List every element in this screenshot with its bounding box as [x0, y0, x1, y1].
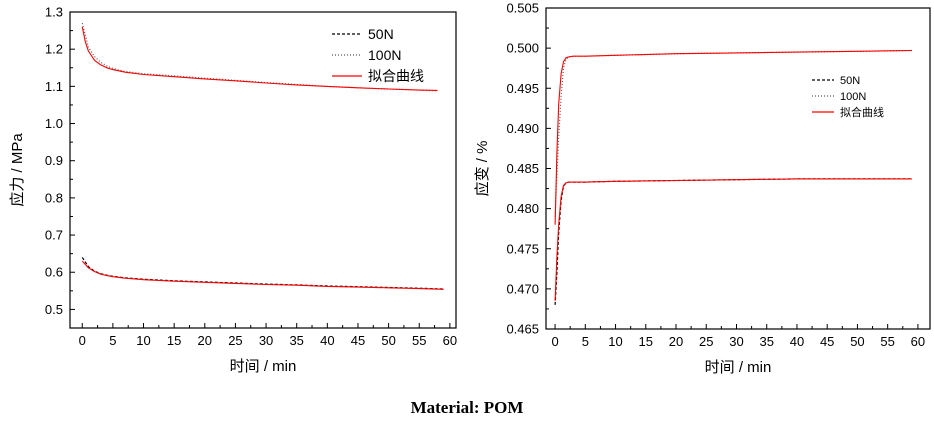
chart1-ylabel: 应力 / MPa: [8, 133, 26, 207]
chart2-ytick-label: 0.465: [506, 322, 539, 337]
chart2-xtick-label: 40: [790, 334, 804, 349]
chart1-ytick-label: 0.8: [45, 190, 63, 205]
chart2-series-fit-line: [554, 49, 912, 225]
chart1-legend-label: 100N: [368, 47, 401, 63]
chart1-xtick-label: 0: [79, 333, 86, 348]
chart2-ytick-label: 0.495: [506, 81, 539, 96]
chart1-xtick-label: 25: [228, 333, 242, 348]
chart1-ytick-label: 0.9: [45, 153, 63, 168]
chart1-xtick-label: 35: [289, 333, 303, 348]
chart1-ytick-label: 1.3: [45, 5, 63, 20]
chart2-ytick-label: 0.470: [506, 281, 539, 296]
chart1-xtick-label: 55: [412, 333, 426, 348]
chart1-ytick-label: 1.0: [45, 116, 63, 131]
chart1-xtick-label: 60: [443, 333, 457, 348]
chart2-ytick-label: 0.475: [506, 241, 539, 256]
chart1-ytick-label: 0.6: [45, 265, 63, 280]
chart2-xtick-label: 30: [729, 334, 743, 349]
chart2-xtick-label: 35: [759, 334, 773, 349]
chart1-xtick-label: 5: [109, 333, 116, 348]
chart1-xtick-label: 30: [259, 333, 273, 348]
chart1-series-fit-line: [81, 260, 444, 290]
chart1-ytick-label: 0.5: [45, 302, 63, 317]
chart1-legend-label: 50N: [368, 26, 394, 42]
chart2-xtick-label: 5: [582, 334, 589, 349]
chart1-xtick-label: 20: [198, 333, 212, 348]
chart2-legend-label: 拟合曲线: [840, 105, 884, 119]
chart2-series-fit-line: [554, 178, 912, 301]
chart2-xtick-label: 60: [911, 334, 925, 349]
chart1-legend-label: 拟合曲线: [368, 68, 424, 84]
chart1-xtick-label: 15: [167, 333, 181, 348]
chart1-xtick-label: 45: [351, 333, 365, 348]
chart2-legend-label: 50N: [840, 75, 860, 87]
chart2-xtick-label: 50: [850, 334, 864, 349]
chart2-ytick-label: 0.505: [506, 1, 539, 16]
chart2-legend-label: 100N: [840, 91, 866, 103]
chart1-ytick-label: 1.1: [45, 79, 63, 94]
material-caption: Material: POM: [410, 398, 524, 417]
chart2-xtick-label: 45: [820, 334, 834, 349]
chart2-ytick-label: 0.490: [506, 121, 539, 136]
chart2-xtick-label: 10: [608, 334, 622, 349]
chart2-ylabel: 应变 / %: [473, 141, 491, 197]
charts-canvas: 0 5 10 15 20 25 30 35 40 45 50 55 600.50.60.70.80.91…: [8, 1, 931, 376]
chart2-xtick-label: 20: [669, 334, 683, 349]
chart2-ytick-label: 0.500: [506, 41, 539, 56]
chart1-xtick-label: 50: [381, 333, 395, 348]
chart2-ytick-label: 0.480: [506, 201, 539, 216]
chart2-xtick-label: 0: [551, 334, 558, 349]
chart1-xtick-label: 10: [136, 333, 150, 348]
chart2-xtick-label: 55: [880, 334, 894, 349]
chart1-xlabel: 时间 / min: [230, 358, 297, 375]
chart2-xtick-label: 15: [639, 334, 653, 349]
chart2-xtick-label: 25: [699, 334, 713, 349]
chart1-xtick-label: 40: [320, 333, 334, 348]
chart1-ytick-label: 1.2: [45, 42, 63, 57]
chart1-ytick-label: 0.7: [45, 228, 63, 243]
chart1-series-fit-line: [81, 26, 438, 91]
chart2-ytick-label: 0.485: [506, 161, 539, 176]
chart2-xlabel: 时间 / min: [705, 359, 772, 376]
chart1-plot-frame: [69, 11, 457, 329]
chart2-series-50n-line: [554, 178, 912, 305]
